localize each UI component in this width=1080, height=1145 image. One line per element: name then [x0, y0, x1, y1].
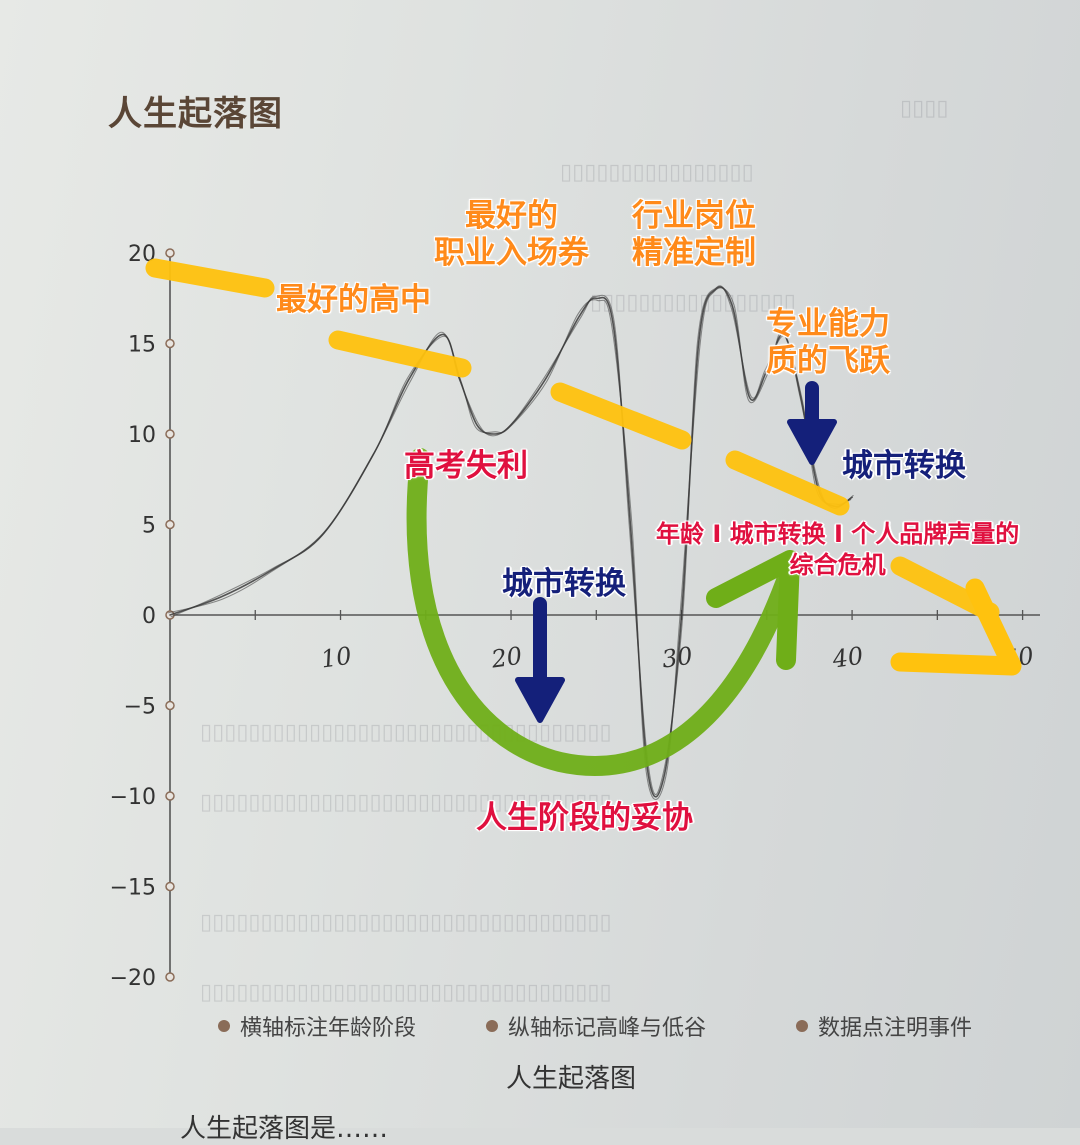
- life-curve-stroke: [168, 287, 852, 801]
- sketched-life-curve: [168, 285, 854, 801]
- x-tick-label: 40: [830, 642, 865, 674]
- annotation-line: 专业能力: [766, 306, 890, 342]
- trend-dash-marker: [328, 330, 472, 378]
- y-tick-label: −5: [124, 695, 156, 720]
- y-tick-point: [165, 248, 175, 258]
- y-tick-label: −15: [110, 876, 156, 901]
- trend-dash-marker: [725, 450, 850, 516]
- y-tick-label: −10: [110, 785, 156, 810]
- annotation-line: 年龄 I 城市转换 I 个人品牌声量的: [656, 520, 1020, 548]
- chart-axes: [169, 253, 1040, 977]
- legend-item-3: 数据点注明事件: [796, 1010, 972, 1042]
- annotation-compromise: 人生阶段的妥协: [476, 800, 693, 836]
- y-tick-point: [165, 700, 175, 711]
- legend-dot-icon: [218, 1020, 230, 1032]
- cut-off-body-text: 人生起落图是……: [180, 1114, 389, 1144]
- legend-item-1: 横轴标注年龄阶段: [218, 1010, 416, 1042]
- page-title: 人生起落图: [108, 94, 283, 134]
- x-tick-label: 20: [489, 642, 524, 674]
- annotation-best-ticket: 最好的 职业入场券: [434, 198, 589, 272]
- annotation-custom-role: 行业岗位 精准定制: [632, 198, 756, 272]
- y-tick-label: −20: [110, 966, 156, 991]
- legend-label-3: 数据点注明事件: [818, 1016, 973, 1041]
- annotation-line: 行业岗位: [632, 198, 756, 234]
- down-arrow-icon-head: [515, 677, 565, 723]
- compromise-arc-marker: [406, 448, 800, 776]
- trend-arrow-icon: [890, 578, 1022, 676]
- annotation-line: 精准定制: [632, 235, 756, 272]
- y-tick-label: 5: [142, 514, 156, 539]
- legend-label-1: 横轴标注年龄阶段: [240, 1016, 417, 1041]
- x-tick-label: 10: [319, 642, 353, 674]
- legend-item-2: 纵轴标记高峰与低谷: [486, 1010, 706, 1042]
- life-curve-stroke: [169, 286, 853, 798]
- arc-arrow-head-icon: [706, 550, 800, 670]
- legend-dot-icon: [796, 1020, 808, 1032]
- annotation-city-switch-right: 城市转换: [842, 448, 966, 484]
- annotation-line: 综合危机: [789, 550, 886, 579]
- y-tick-point: [165, 881, 175, 892]
- y-tick-point: [165, 338, 175, 349]
- annotation-city-switch-mid: 城市转换: [502, 566, 626, 602]
- trend-dash-marker: [550, 382, 692, 450]
- y-tick-point: [165, 791, 175, 801]
- annotation-best-high-school: 最好的高中: [276, 282, 431, 318]
- annotation-line: 最好的: [465, 198, 558, 234]
- marker-overlays: [145, 258, 1022, 776]
- legend-dot-icon: [486, 1020, 498, 1032]
- annotation-exam-setback: 高考失利: [404, 448, 528, 484]
- y-tick-label: 0: [142, 604, 156, 629]
- annotation-line: 质的飞跃: [766, 343, 890, 380]
- y-tick-label: 10: [128, 423, 156, 448]
- annotation-crisis: 年龄 I 城市转换 I 个人品牌声量的 综合危机: [656, 520, 1019, 580]
- figure-caption: 人生起落图: [506, 1064, 637, 1094]
- y-tick-point: [165, 972, 175, 982]
- legend-label-2: 纵轴标记高峰与低谷: [508, 1016, 707, 1041]
- annotation-line: 职业入场券: [434, 235, 589, 272]
- y-tick-point: [165, 429, 175, 439]
- y-tick-point: [165, 519, 175, 530]
- life-curve-stroke: [170, 285, 854, 795]
- y-tick-label: 15: [128, 333, 156, 358]
- down-arrow-icon-head: [787, 419, 837, 465]
- trend-dash-marker: [145, 258, 275, 298]
- annotation-skill-leap: 专业能力 质的飞跃: [766, 306, 890, 380]
